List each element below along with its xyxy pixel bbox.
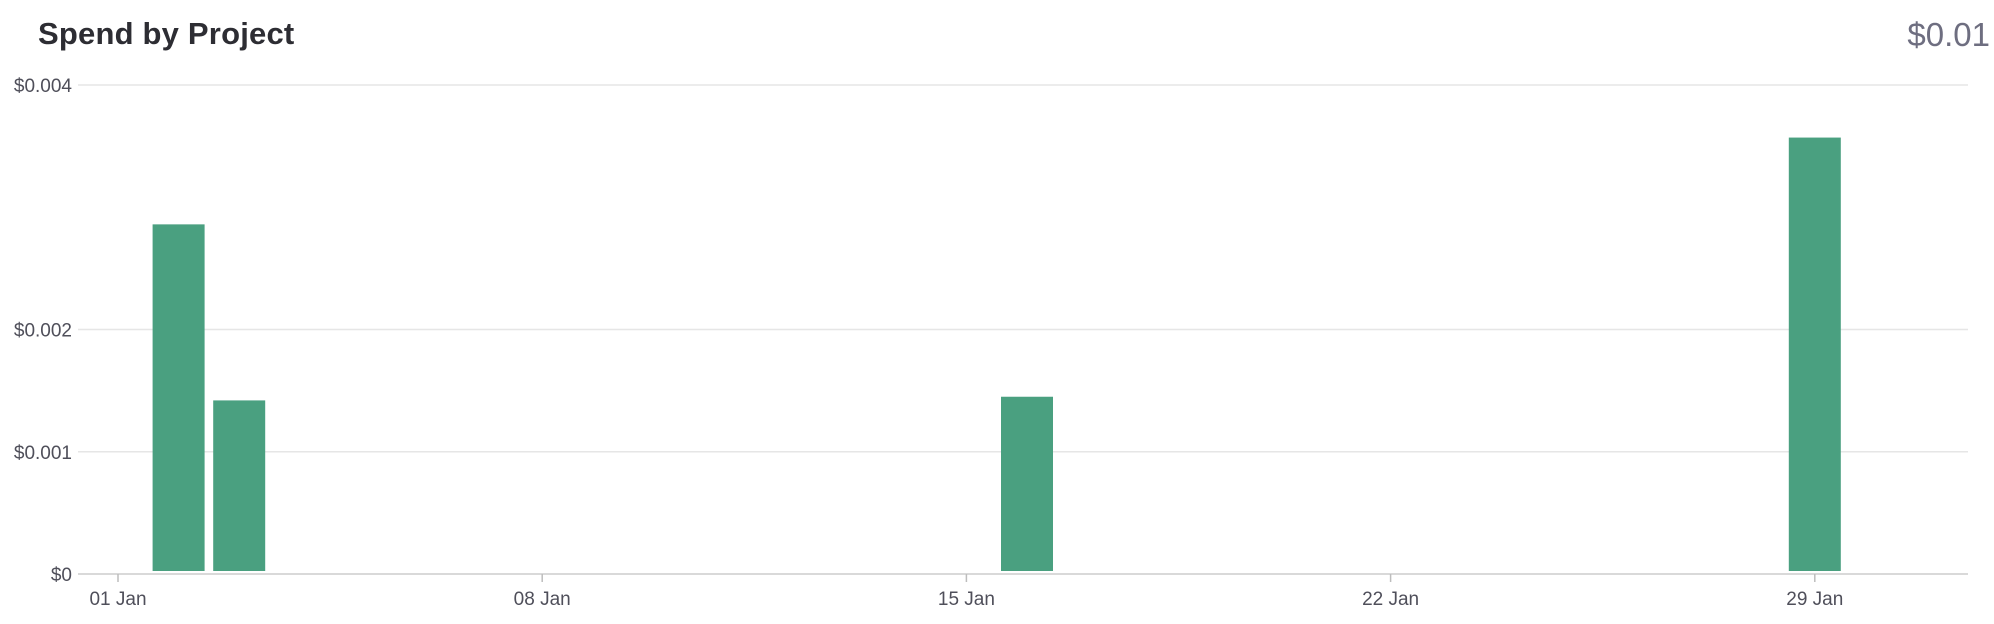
bar[interactable] xyxy=(1788,137,1841,571)
bar[interactable] xyxy=(1001,396,1053,571)
y-tick-label: $0.004 xyxy=(14,76,73,97)
x-tick-label: 29 Jan xyxy=(1786,589,1843,610)
x-tick-label: 15 Jan xyxy=(938,589,995,610)
y-tick-label: $0 xyxy=(51,565,72,586)
y-tick-label: $0.002 xyxy=(14,321,72,342)
x-tick-label: 22 Jan xyxy=(1362,589,1419,610)
x-tick-label: 08 Jan xyxy=(514,589,571,610)
y-tick-label: $0.001 xyxy=(14,443,72,464)
total-spend: $0.01 xyxy=(1907,16,1990,53)
bar[interactable] xyxy=(152,224,205,572)
chart-title: Spend by Project xyxy=(38,16,295,51)
bar[interactable] xyxy=(213,400,266,571)
x-tick-label: 01 Jan xyxy=(89,589,146,610)
